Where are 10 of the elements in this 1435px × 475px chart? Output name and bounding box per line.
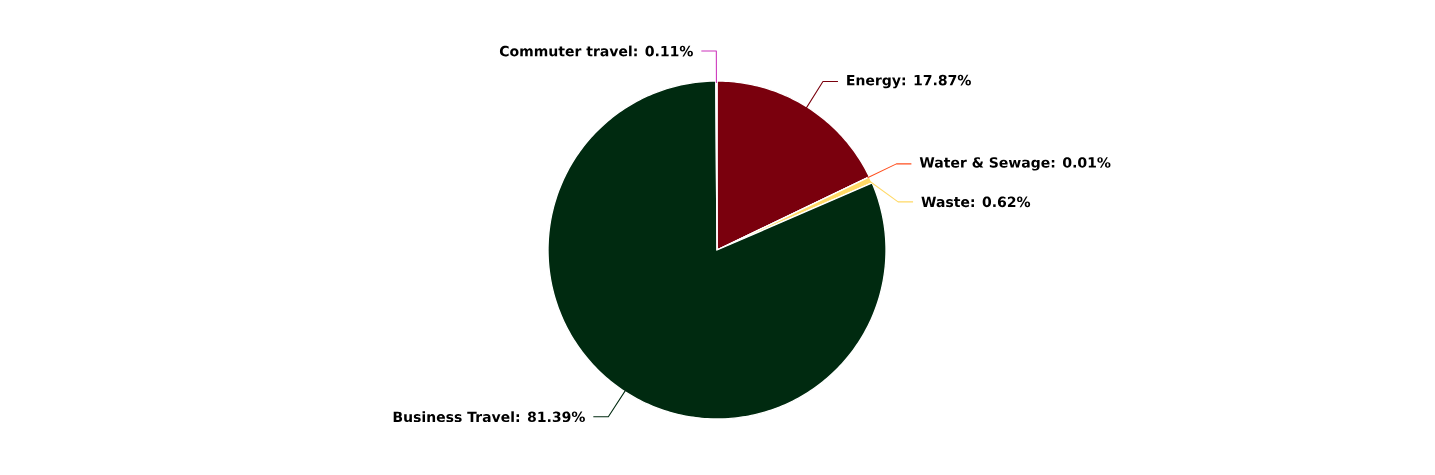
slice-label: Energy bbox=[847, 75, 901, 89]
slice-label: Commuter travel bbox=[499, 45, 632, 57]
data-label: : 0.01% bbox=[1051, 157, 1111, 168]
data-label: : 0.11% bbox=[634, 45, 693, 57]
slice-label: Business Travel bbox=[393, 411, 514, 423]
slice-label: Water & Sewage bbox=[919, 157, 1050, 171]
data-label: : 17.87% bbox=[902, 74, 971, 86]
slice-label: Waste bbox=[921, 196, 970, 208]
data-label: : 0.62% bbox=[971, 196, 1031, 208]
data-label: : 81.39% bbox=[516, 411, 585, 423]
